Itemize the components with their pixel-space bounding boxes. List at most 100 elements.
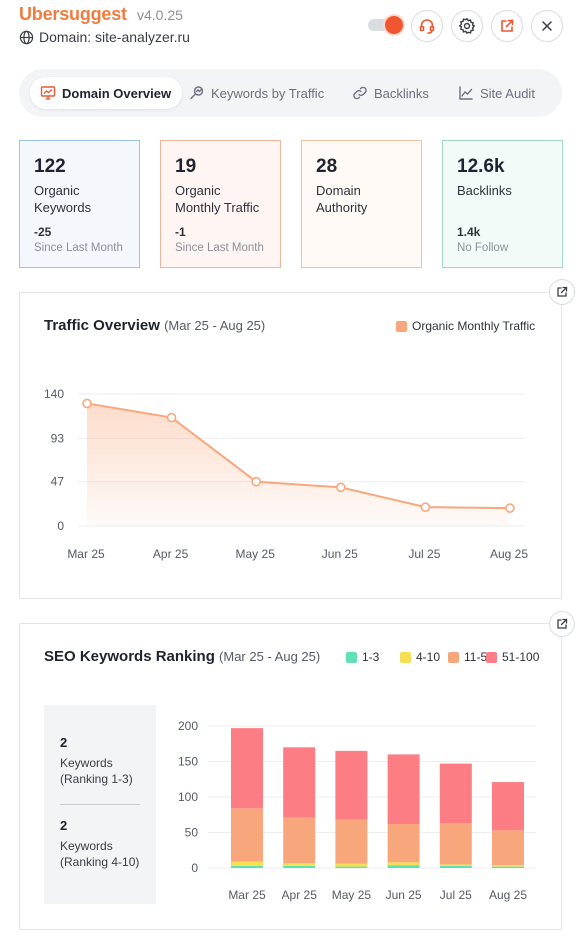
- legend-swatch: [400, 651, 411, 663]
- bar-segment: [492, 866, 524, 868]
- stat-label: Domain Authority: [316, 183, 368, 215]
- external-link-icon: [501, 19, 514, 32]
- y-tick-label: 150: [178, 755, 198, 769]
- legend-label: 51-100: [502, 650, 540, 664]
- bar-segment: [231, 728, 263, 809]
- settings-button[interactable]: [451, 10, 483, 42]
- bar-segment: [283, 863, 316, 866]
- legend-label: 4-10: [416, 650, 441, 664]
- bar-segment: [439, 823, 472, 865]
- bar-segment: [387, 754, 420, 824]
- legend-swatch: [486, 651, 497, 663]
- bar-segment: [231, 865, 263, 868]
- x-tick-label: Aug 25: [489, 888, 527, 902]
- bar-segment: [439, 865, 472, 868]
- legend-item: 4-10: [400, 650, 440, 664]
- external-link-icon: [557, 286, 568, 297]
- bar-segment: [492, 830, 524, 866]
- bar-segment: [387, 862, 420, 866]
- summary-line: Keywords: [60, 756, 113, 770]
- legend-swatch: [396, 320, 407, 332]
- summary-line: Keywords: [60, 839, 113, 853]
- seo-ranking-panel: SEO Keywords Ranking (Mar 25 - Aug 25) 1…: [19, 623, 562, 930]
- link-icon: [353, 86, 367, 100]
- legend-label: 1-3: [362, 650, 380, 664]
- summary-label: Keywords (Ranking 1-3): [60, 755, 133, 787]
- stat-value: 122: [34, 156, 66, 177]
- ranking-chart: 0 50 100 150 200 Mar 25 Apr 25 May 25 Jun 25 Jul …: [178, 719, 536, 902]
- bar-segment: [335, 819, 368, 864]
- monitor-chart-icon: [40, 86, 56, 100]
- legend-swatch: [346, 651, 357, 663]
- y-tick-label: 47: [51, 475, 65, 489]
- bar-segment: [283, 747, 316, 818]
- stat-label: Organic Keywords: [34, 183, 92, 215]
- x-tick-label: Mar 25: [67, 547, 105, 561]
- stat-label: Organic Monthly Traffic: [175, 183, 260, 215]
- x-tick-label: Aug 25: [490, 547, 528, 561]
- traffic-overview-panel: Traffic Overview (Mar 25 - Aug 25) Organ…: [19, 292, 562, 599]
- support-button[interactable]: [411, 10, 443, 42]
- tab-domain-overview[interactable]: Domain Overview: [30, 77, 183, 109]
- summary-line: (Ranking 1-3): [60, 772, 133, 786]
- data-point: [505, 503, 515, 513]
- version-label: v4.0.25: [137, 7, 183, 23]
- data-point: [335, 482, 346, 493]
- legend-swatch: [448, 651, 459, 663]
- stat-change-label: Since Last Month: [34, 242, 123, 254]
- external-link-icon: [557, 618, 568, 629]
- stat-card: 28 Domain Authority: [301, 140, 422, 268]
- bar-segment: [335, 866, 368, 868]
- data-point: [82, 398, 92, 409]
- traffic-expand-button[interactable]: [549, 279, 575, 305]
- stat-change: -25: [34, 225, 52, 239]
- domain-text: Domain: site-analyzer.ru: [39, 29, 190, 45]
- traffic-range: (Mar 25 - Aug 25): [164, 318, 266, 333]
- y-tick-label: 140: [44, 387, 64, 401]
- stat-change: -1: [175, 225, 186, 239]
- stat-label: Backlinks: [457, 183, 512, 198]
- tab-site-audit[interactable]: Site Audit: [458, 77, 535, 109]
- y-tick-label: 50: [185, 826, 199, 840]
- tab-backlinks[interactable]: Backlinks: [352, 77, 429, 109]
- y-tick-label: 93: [51, 431, 65, 445]
- tab-label: Site Audit: [480, 85, 535, 101]
- gear-icon: [458, 17, 476, 35]
- stat-change: 1.4k: [457, 225, 481, 239]
- tab-bar: Domain Overview Keywords by Traffic Back…: [19, 69, 562, 117]
- stat-card: 12.6k Backlinks 1.4k No Follow: [442, 140, 563, 268]
- ranking-expand-button[interactable]: [549, 611, 575, 637]
- data-point: [420, 502, 431, 512]
- keyword-summary: 2 Keywords (Ranking 1-3) 2 Keywords (Ran…: [44, 705, 156, 904]
- data-point: [251, 476, 261, 487]
- close-button[interactable]: [531, 10, 563, 42]
- open-external-button[interactable]: [491, 10, 523, 42]
- ranking-range: (Mar 25 - Aug 25): [219, 649, 321, 664]
- globe-icon: [19, 30, 34, 44]
- x-tick-label: Jun 25: [322, 547, 358, 561]
- legend-label: Organic Monthly Traffic: [412, 319, 536, 333]
- extension-toggle[interactable]: [368, 16, 403, 34]
- bar-segment: [335, 750, 368, 820]
- divider: [60, 804, 140, 805]
- headset-icon: [419, 19, 435, 34]
- y-tick-label: 0: [191, 861, 198, 875]
- bar-segment: [387, 865, 420, 868]
- legend-item: 1-3: [346, 650, 379, 664]
- tab-label: Backlinks: [374, 85, 429, 101]
- stat-change-label: No Follow: [457, 242, 509, 254]
- tab-keywords-by-traffic[interactable]: Keywords by Traffic: [189, 77, 324, 109]
- x-tick-label: Apr 25: [282, 888, 318, 902]
- summary-top10: 2 Keywords (Ranking 4-10): [60, 818, 139, 870]
- bar-segment: [492, 782, 524, 831]
- tab-label: Domain Overview: [62, 85, 172, 101]
- data-point: [166, 412, 177, 423]
- bar-segment: [283, 817, 316, 864]
- traffic-chart: 0 47 93 140 Mar 25 Apr 25 May 25 Jun 25 Jul 25 Au…: [44, 387, 528, 561]
- bar-segment: [335, 863, 368, 867]
- header: Ubersuggest v4.0.25 Domain: site-analyze…: [0, 0, 576, 60]
- panel-title: Traffic Overview (Mar 25 - Aug 25): [44, 317, 265, 334]
- stat-change-label: Since Last Month: [175, 242, 264, 254]
- series-line: [86, 402, 511, 510]
- x-tick-label: Jun 25: [386, 888, 422, 902]
